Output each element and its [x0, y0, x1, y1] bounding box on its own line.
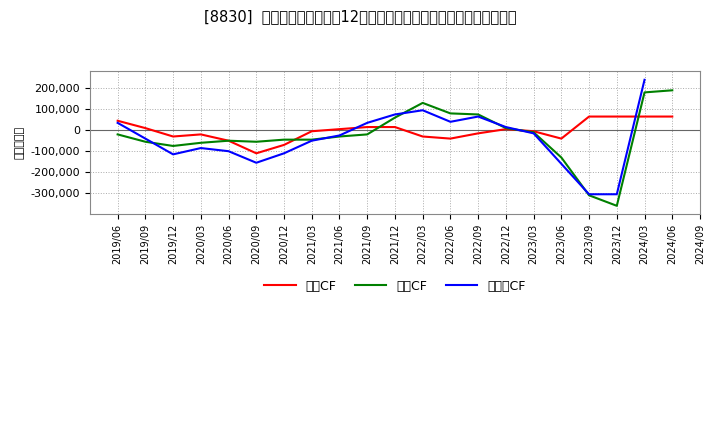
投資CF — [224, 138, 233, 143]
投資CF — [307, 137, 316, 142]
営業CF — [446, 136, 455, 141]
フリーCF — [224, 149, 233, 154]
投資CF — [252, 139, 261, 144]
フリーCF — [613, 191, 621, 197]
Text: [8830]  キャッシュフローの12か月移動合計の対前年同期増減額の推移: [8830] キャッシュフローの12か月移動合計の対前年同期増減額の推移 — [204, 9, 516, 24]
営業CF — [474, 131, 482, 136]
投資CF — [474, 112, 482, 117]
フリーCF — [446, 119, 455, 125]
フリーCF — [141, 136, 150, 141]
投資CF — [502, 125, 510, 131]
営業CF — [307, 128, 316, 134]
営業CF — [197, 132, 205, 137]
フリーCF — [391, 112, 400, 117]
フリーCF — [529, 131, 538, 136]
投資CF — [141, 139, 150, 144]
営業CF — [529, 128, 538, 134]
Y-axis label: （百万円）: （百万円） — [15, 126, 25, 159]
営業CF — [613, 114, 621, 119]
投資CF — [391, 115, 400, 120]
フリーCF — [336, 133, 344, 138]
フリーCF — [418, 108, 427, 113]
フリーCF — [585, 191, 593, 197]
フリーCF — [113, 120, 122, 125]
営業CF — [557, 136, 566, 141]
投資CF — [585, 193, 593, 198]
フリーCF — [307, 138, 316, 143]
フリーCF — [279, 150, 288, 156]
営業CF — [585, 114, 593, 119]
フリーCF — [197, 145, 205, 150]
フリーCF — [363, 120, 372, 125]
営業CF — [141, 125, 150, 131]
営業CF — [224, 138, 233, 143]
フリーCF — [474, 114, 482, 119]
営業CF — [363, 125, 372, 130]
投資CF — [279, 137, 288, 142]
投資CF — [418, 100, 427, 106]
Legend: 営業CF, 投資CF, フリーCF: 営業CF, 投資CF, フリーCF — [259, 275, 531, 298]
投資CF — [613, 203, 621, 209]
フリーCF — [252, 160, 261, 165]
営業CF — [336, 127, 344, 132]
投資CF — [640, 90, 649, 95]
Line: フリーCF: フリーCF — [117, 80, 644, 194]
営業CF — [668, 114, 677, 119]
営業CF — [279, 142, 288, 147]
投資CF — [668, 88, 677, 93]
フリーCF — [640, 77, 649, 82]
フリーCF — [557, 161, 566, 166]
投資CF — [197, 140, 205, 146]
営業CF — [502, 127, 510, 132]
投資CF — [113, 132, 122, 137]
フリーCF — [502, 125, 510, 130]
営業CF — [113, 118, 122, 123]
投資CF — [363, 132, 372, 137]
投資CF — [446, 111, 455, 116]
投資CF — [168, 143, 177, 149]
投資CF — [336, 134, 344, 139]
Line: 投資CF: 投資CF — [117, 90, 672, 206]
投資CF — [557, 155, 566, 160]
Line: 営業CF: 営業CF — [117, 117, 672, 153]
営業CF — [640, 114, 649, 119]
営業CF — [168, 134, 177, 139]
投資CF — [529, 130, 538, 135]
営業CF — [252, 150, 261, 156]
営業CF — [391, 125, 400, 130]
営業CF — [418, 134, 427, 139]
フリーCF — [168, 152, 177, 157]
